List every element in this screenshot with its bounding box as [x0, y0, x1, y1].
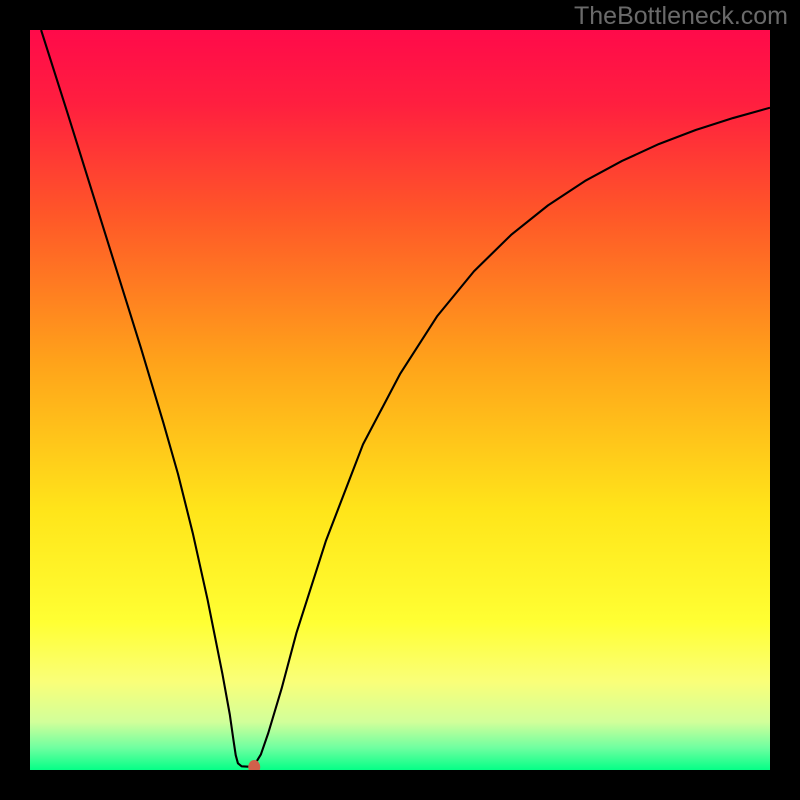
watermark-text: TheBottleneck.com	[574, 2, 788, 31]
gradient-background	[30, 30, 770, 770]
plot-svg	[30, 30, 770, 770]
plot-area	[30, 30, 770, 770]
